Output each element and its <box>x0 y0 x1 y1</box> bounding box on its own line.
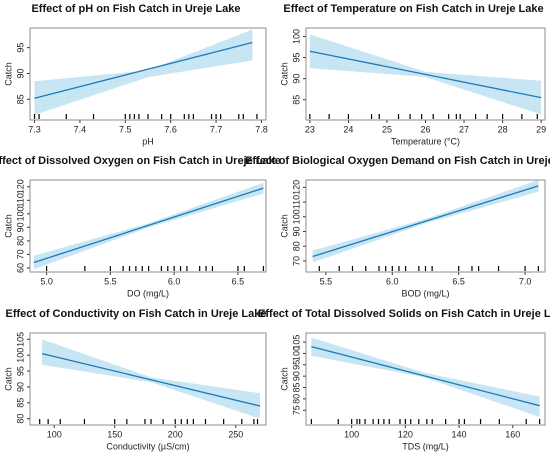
y-tick-label: 90 <box>291 227 301 237</box>
x-axis-label: DO (mg/L) <box>127 288 169 298</box>
y-tick-label: 110 <box>15 193 25 207</box>
x-tick-label: 7.3 <box>28 124 41 134</box>
panel-title: Effect of Temperature on Fish Catch in U… <box>283 3 543 15</box>
x-tick-label: 26 <box>420 124 430 134</box>
fit-line <box>41 352 261 407</box>
y-tick-label: 105 <box>291 335 301 350</box>
x-axis-label: TDS (mg/L) <box>402 441 449 451</box>
x-tick-label: 5.0 <box>40 276 53 286</box>
y-tick-label: 85 <box>15 94 25 104</box>
confidence-band <box>34 29 253 115</box>
x-tick-label: 24 <box>343 124 353 134</box>
y-tick-label: 100 <box>291 29 301 44</box>
y-tick-label: 95 <box>15 43 25 53</box>
x-tick-label: 150 <box>107 429 122 439</box>
x-tick-label: 5.5 <box>320 276 333 286</box>
confidence-band <box>311 337 540 418</box>
plot-frame-top <box>305 332 546 426</box>
x-tick-label: 29 <box>536 124 546 134</box>
y-tick-label: 85 <box>291 95 301 105</box>
x-tick-label: 200 <box>168 429 183 439</box>
y-tick-label: 85 <box>291 383 301 393</box>
x-axis-label: BOD (mg/L) <box>401 288 449 298</box>
plot-frame-top <box>305 179 546 273</box>
y-tick-label: 90 <box>291 74 301 84</box>
y-tick-label: 90 <box>15 382 25 392</box>
x-tick-label: 160 <box>505 429 520 439</box>
y-tick-label: 100 <box>291 346 301 361</box>
y-tick-label: 100 <box>15 206 25 221</box>
y-axis-label: Catch <box>279 367 289 391</box>
x-tick-label: 6.5 <box>232 276 245 286</box>
x-tick-label: 7.4 <box>74 124 87 134</box>
fit-line <box>311 346 540 407</box>
y-tick-label: 90 <box>15 68 25 78</box>
plot-frame <box>305 332 546 426</box>
y-tick-label: 90 <box>15 222 25 232</box>
y-tick-label: 80 <box>15 414 25 424</box>
y-tick-label: 105 <box>15 332 25 347</box>
y-tick-label: 75 <box>291 405 301 415</box>
y-tick-label: 80 <box>291 241 301 251</box>
y-tick-label: 85 <box>15 398 25 408</box>
y-tick-label: 90 <box>291 371 301 381</box>
x-tick-label: 28 <box>498 124 508 134</box>
x-tick-label: 100 <box>344 429 359 439</box>
confidence-band <box>42 339 260 419</box>
plot-frame-top <box>29 27 267 121</box>
y-tick-label: 80 <box>291 394 301 404</box>
panel-title: Effect of pH on Fish Catch in Ureje Lake <box>31 3 240 15</box>
y-tick-label: 70 <box>15 249 25 259</box>
panel-title: Effect of Biological Oxygen Demand on Fi… <box>245 155 550 167</box>
x-axis-label: pH <box>142 136 154 146</box>
y-tick-label: 95 <box>291 53 301 63</box>
x-tick-label: 250 <box>228 429 243 439</box>
x-tick-label: 7.0 <box>519 276 532 286</box>
y-tick-label: 120 <box>291 180 301 195</box>
y-axis-label: Catch <box>3 214 13 238</box>
y-axis-label: Catch <box>279 214 289 238</box>
y-axis-label: Catch <box>279 62 289 86</box>
plot-frame-top <box>29 179 267 273</box>
plot-frame-top <box>305 27 546 121</box>
fit-line <box>33 187 264 264</box>
x-tick-label: 25 <box>382 124 392 134</box>
x-tick-label: 6.0 <box>386 276 399 286</box>
y-tick-label: 70 <box>291 256 301 266</box>
x-tick-label: 6.0 <box>168 276 181 286</box>
y-tick-label: 95 <box>15 366 25 376</box>
x-tick-label: 100 <box>47 429 62 439</box>
x-tick-label: 7.5 <box>119 124 132 134</box>
x-tick-label: 7.7 <box>210 124 223 134</box>
panel-title: Effect of Conductivity on Fish Catch in … <box>6 308 267 320</box>
fit-line <box>312 185 539 258</box>
fit-line <box>34 41 253 99</box>
y-tick-label: 95 <box>291 360 301 370</box>
plot-frame-top <box>29 332 267 426</box>
panel-title: Effect of Dissolved Oxygen on Fish Catch… <box>0 155 281 167</box>
x-tick-label: 7.6 <box>164 124 177 134</box>
fit-line <box>309 50 542 99</box>
x-axis-label: Temperature (°C) <box>391 136 460 146</box>
x-tick-label: 27 <box>459 124 469 134</box>
panel-title: Effect of Total Dissolved Solids on Fish… <box>258 308 550 320</box>
x-tick-label: 7.8 <box>255 124 268 134</box>
x-tick-label: 23 <box>305 124 315 134</box>
y-tick-label: 60 <box>15 263 25 273</box>
y-tick-label: 100 <box>291 209 301 224</box>
y-tick-label: 110 <box>291 195 301 209</box>
y-axis-label: Catch <box>3 62 13 86</box>
x-tick-label: 6.5 <box>452 276 465 286</box>
y-tick-label: 100 <box>15 348 25 363</box>
x-tick-label: 120 <box>398 429 413 439</box>
y-tick-label: 120 <box>15 179 25 194</box>
y-axis-label: Catch <box>3 367 13 391</box>
x-tick-label: 5.5 <box>104 276 117 286</box>
x-tick-label: 140 <box>452 429 467 439</box>
x-axis-label: Conductivity (µS/cm) <box>106 441 189 451</box>
y-tick-label: 80 <box>15 236 25 246</box>
